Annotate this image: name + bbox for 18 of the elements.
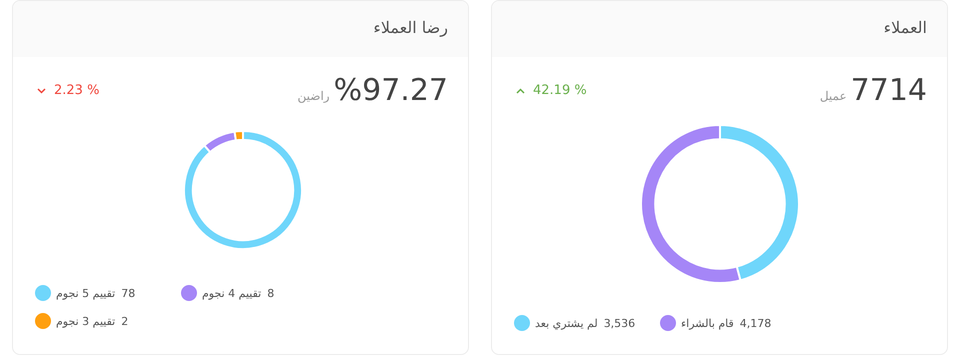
legend-label: تقييم 4 نجوم (202, 286, 262, 300)
text: راضين (298, 89, 330, 103)
data-label: 4,178 (740, 316, 772, 330)
legend-label: قام بالشراء (681, 316, 734, 330)
data-label: 78 (121, 286, 136, 300)
text: عميل (820, 89, 847, 103)
text: 2.23 % (54, 83, 100, 98)
legend-label: لم يشتري بعد (535, 316, 598, 330)
text: %97.27 (334, 73, 448, 108)
data-label: 3,536 (604, 316, 636, 330)
data-label: 2 (121, 314, 128, 328)
text: رضا العملاء (373, 18, 448, 37)
legend-label: تقييم 5 نجوم (56, 286, 116, 300)
text: العملاء (884, 18, 927, 37)
legend-label: تقييم 3 نجوم (56, 314, 116, 328)
text: 42.19 % (533, 83, 587, 98)
data-label: 8 (267, 286, 274, 300)
text: 7714 (850, 73, 927, 108)
